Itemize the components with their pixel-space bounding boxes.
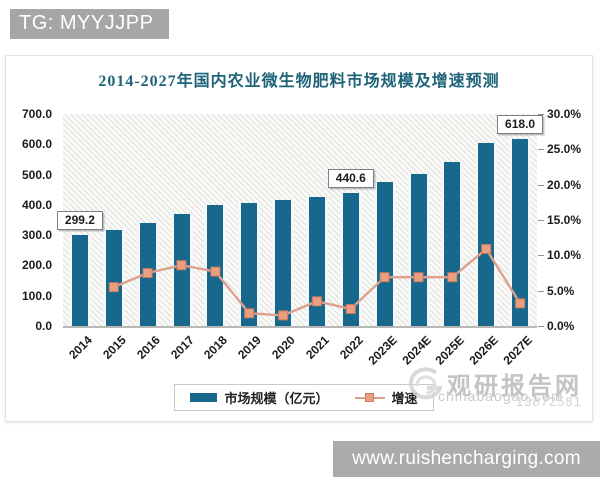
y-right-tick: 10.0% — [547, 248, 582, 263]
bar-2021 — [305, 196, 328, 326]
x-tick-2018: 2018 — [201, 333, 231, 362]
y-right-tick-mark — [538, 290, 544, 292]
x-tick-2027E: 2027E — [500, 333, 535, 368]
footer-url: www.ruishencharging.com — [352, 448, 581, 469]
bar-series — [63, 114, 537, 326]
chart-card: 2014-2027年国内农业微生物肥料市场规模及增速预测 299.2 440.6 6… — [5, 55, 593, 422]
bar-2027E — [509, 138, 532, 326]
legend-label: 增速 — [391, 391, 418, 406]
bar-2019 — [238, 202, 261, 326]
bar-swatch-icon — [190, 393, 218, 402]
y-right-tick: 25.0% — [547, 142, 582, 157]
y-left-tick: 100.0 — [21, 288, 52, 303]
channel-badge: TG: MYYJJPP — [10, 9, 170, 39]
bar-slot-2014 — [63, 114, 97, 326]
footer-url-bar: www.ruishencharging.com — [333, 441, 600, 477]
bar-2018 — [204, 205, 227, 326]
x-tick-2020: 2020 — [269, 333, 298, 362]
y-left-tick: 300.0 — [21, 228, 52, 243]
data-label-2022: 440.6 — [327, 168, 374, 188]
plot-area: 299.2 440.6 618.0 — [56, 114, 544, 328]
y-left-tick: 200.0 — [21, 258, 52, 273]
bar-slot-2027E — [503, 114, 537, 326]
legend-item-market-size: 市场规模（亿元） — [190, 388, 329, 407]
bar-slot-2022 — [334, 114, 368, 326]
bar-2023E — [373, 182, 396, 326]
data-label-2027E: 618.0 — [497, 114, 544, 134]
line-swatch-icon — [354, 393, 385, 402]
bar-2024E — [407, 173, 430, 326]
y-right-tick: 0.0% — [547, 319, 575, 333]
legend-label: 市场规模（亿元） — [224, 391, 329, 406]
legend-item-growth: 增速 — [354, 388, 418, 407]
x-tick-2026E: 2026E — [466, 333, 502, 368]
y-right-tick: 30.0% — [547, 107, 582, 121]
x-tick-2024E: 2024E — [398, 333, 434, 368]
y-left-tick: 400.0 — [21, 197, 52, 212]
x-tick-2015: 2015 — [99, 333, 129, 362]
bar-2020 — [272, 200, 295, 326]
bar-slot-2020 — [266, 114, 300, 326]
bar-slot-2024E — [402, 114, 436, 326]
bar-slot-2026E — [469, 114, 503, 326]
x-tick-2017: 2017 — [167, 333, 197, 362]
y-right-tick-mark — [538, 220, 544, 221]
bar-2025E — [441, 162, 464, 326]
data-label-2014: 299.2 — [56, 211, 103, 231]
bar-slot-2025E — [435, 114, 469, 326]
bar-slot-2023E — [368, 114, 402, 326]
y-right-tick-mark — [538, 326, 544, 327]
x-tick-2021: 2021 — [303, 333, 332, 362]
bar-slot-2015 — [97, 114, 131, 326]
x-tick-2023E: 2023E — [365, 333, 400, 368]
legend: 市场规模（亿元） 增速 — [174, 384, 434, 411]
y-right-tick: 5.0% — [547, 283, 575, 298]
bar-2026E — [475, 143, 498, 326]
bar-2015 — [102, 230, 125, 326]
bar-slot-2018 — [198, 114, 232, 326]
y-right-tick: 15.0% — [547, 213, 582, 227]
x-tick-2019: 2019 — [235, 333, 265, 362]
x-tick-2022: 2022 — [336, 333, 366, 362]
x-tick-2025E: 2025E — [432, 333, 468, 368]
y-right-tick: 20.0% — [547, 177, 582, 192]
y-left-tick: 700.0 — [21, 107, 52, 121]
y-left-tick: 500.0 — [21, 167, 52, 182]
growth-line-series — [108, 244, 526, 321]
y-right-tick-mark — [538, 114, 544, 115]
bar-slot-2021 — [300, 114, 334, 326]
bar-2014 — [68, 235, 91, 326]
x-tick-2016: 2016 — [133, 333, 163, 362]
bar-2022 — [339, 192, 362, 326]
x-tick-2014: 2014 — [66, 333, 95, 362]
y-left-tick: 600.0 — [21, 137, 52, 152]
y-left-tick: 0.0 — [35, 319, 52, 333]
bar-slot-2019 — [232, 114, 266, 326]
y-right-tick-mark — [538, 255, 544, 257]
y-right-tick-mark — [538, 184, 544, 186]
y-right-tick-mark — [538, 149, 544, 151]
chart-title: 2014-2027年国内农业微生物肥料市场规模及增速预测 — [98, 73, 500, 90]
